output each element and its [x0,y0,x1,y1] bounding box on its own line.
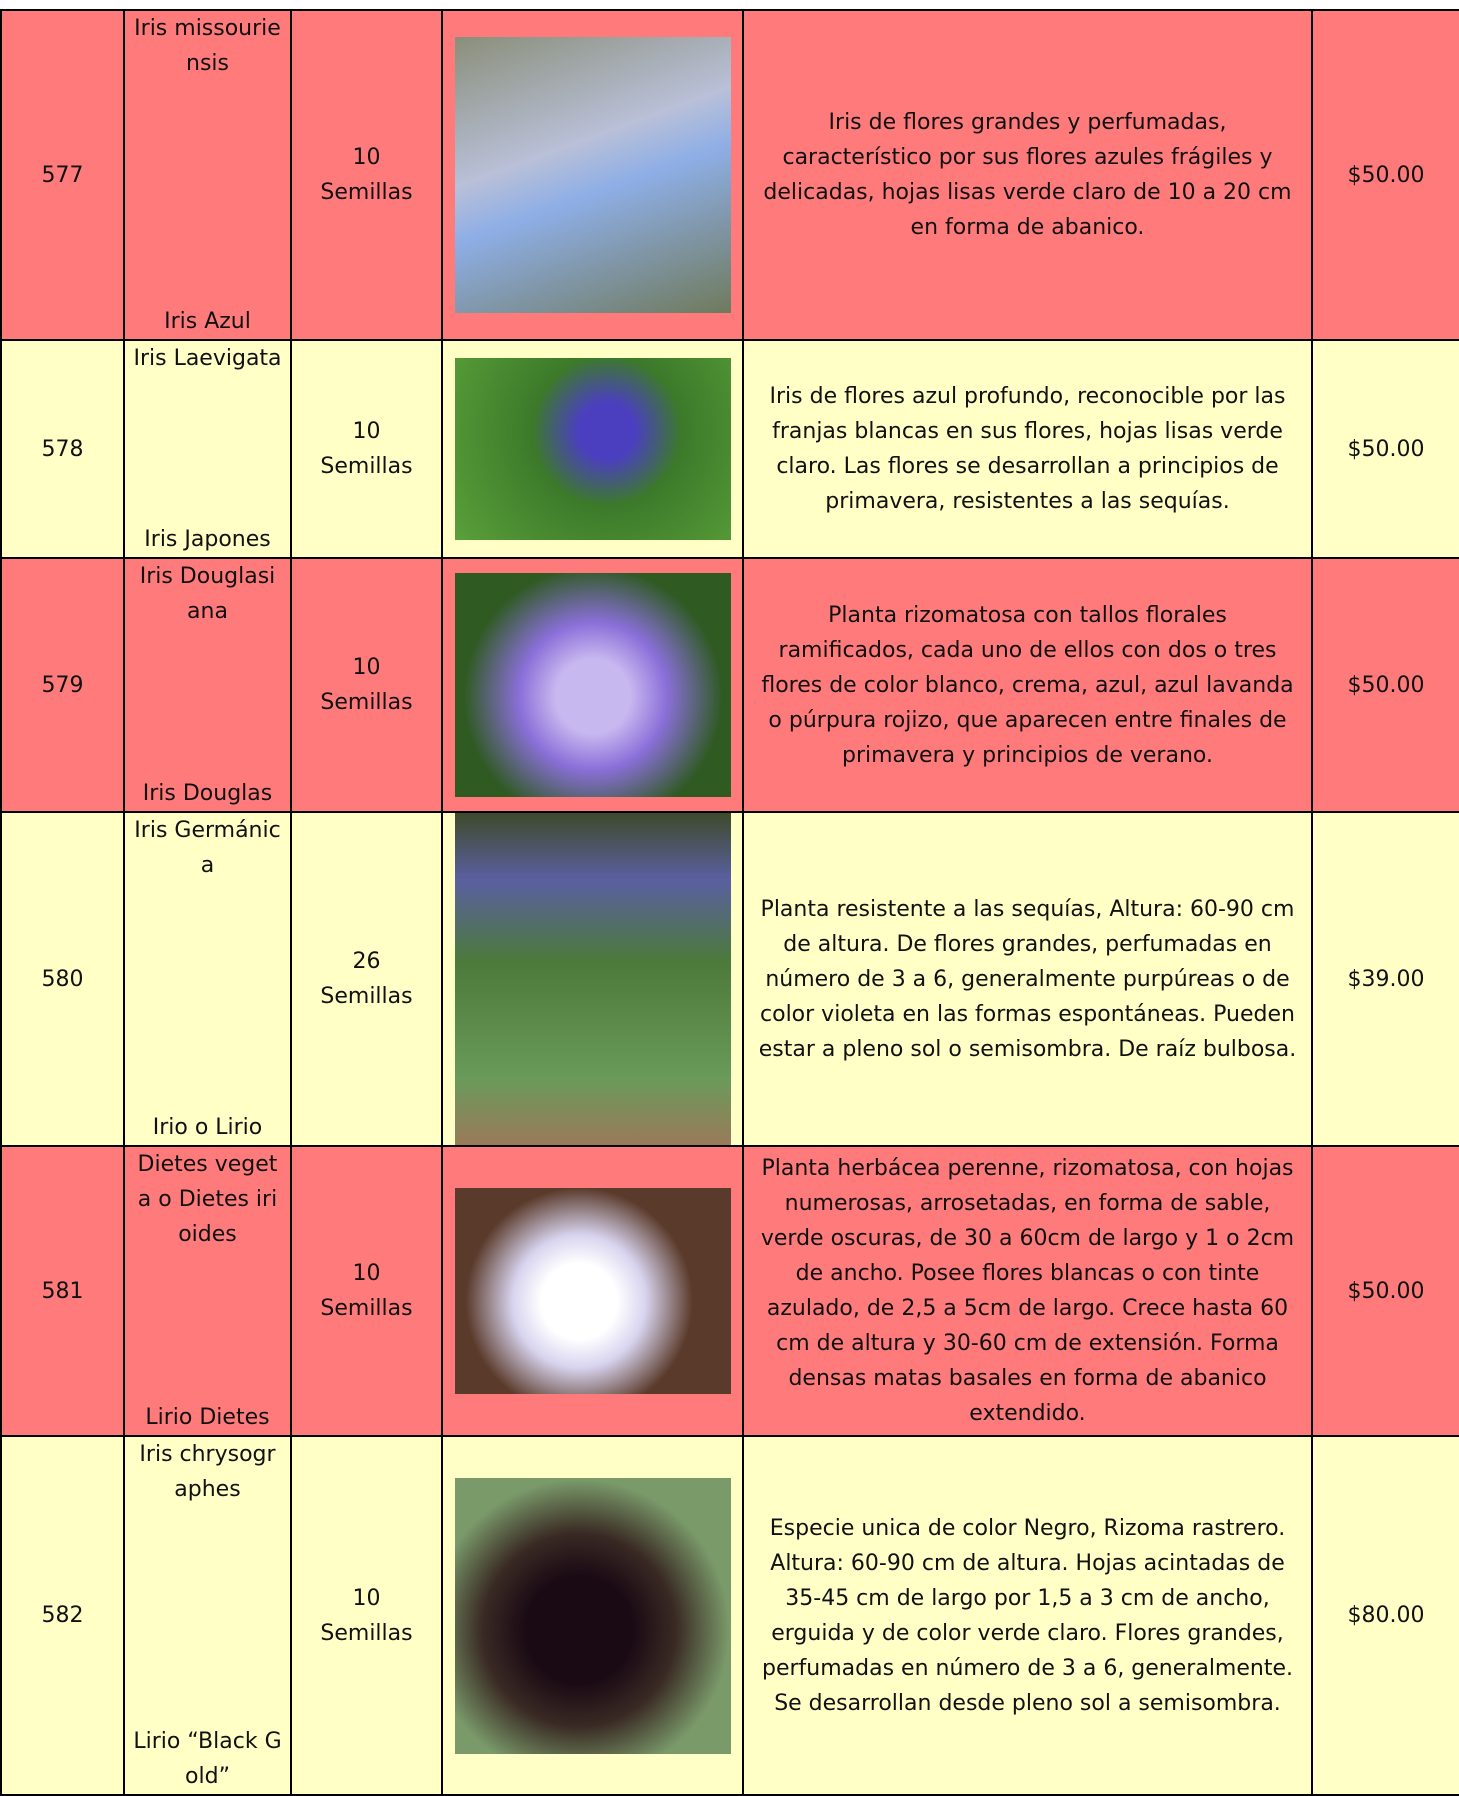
name-box: Dietes vegeta o Dietes irioides Lirio Die… [125,1147,290,1435]
plant-photo [454,358,731,540]
description-cell: Especie unica de color Negro, Rizoma ras… [742,1435,1313,1796]
id: 579 [41,672,84,698]
name-box: Iris chrysographes Lirio “Black Gold” [125,1437,290,1794]
amount: 10 [352,145,381,170]
row: 581 Dietes vegeta o Dietes irioides Lirio … [0,1145,1459,1437]
unit: Semillas [320,180,413,205]
row: 582 Iris chrysographes Lirio “Black Gold” 1… [0,1435,1459,1796]
id-cell: 577 [0,9,125,341]
price: $50.00 [1347,672,1425,698]
image-cell [441,557,744,813]
unit: Semillas [320,1296,413,1321]
name-box: Iris Laevigata Iris Japones [125,341,290,557]
id-cell: 580 [0,811,125,1147]
plant-photo [454,813,731,1145]
unit: Semillas [320,454,413,479]
price-cell: $50.00 [1311,1145,1459,1437]
name-cell: Iris Douglasiana Iris Douglas [123,557,292,813]
price: $50.00 [1347,162,1425,188]
amount: 10 [352,1585,381,1611]
image-cell [441,9,744,341]
price: $50.00 [1347,1278,1425,1304]
amount: 10 [352,655,381,680]
price-cell: $80.00 [1311,1435,1459,1796]
id-cell: 581 [0,1145,125,1437]
name-cell: Dietes vegeta o Dietes irioides Lirio Die… [123,1145,292,1437]
quantity-cell: 10 Semillas [290,339,443,559]
common-name: Lirio “Black Gold” [133,1729,282,1789]
image-cell [441,339,744,559]
image-cell [441,1145,744,1437]
name-box: Iris missouriensis Iris Azul [125,11,290,339]
quantity-cell: 10 Semillas [290,1145,443,1437]
price: $39.00 [1347,966,1425,992]
description: Planta herbácea perenne, rizomatosa, con… [760,1156,1295,1426]
name-cell: Iris Germánica Irio o Lirio [123,811,292,1147]
description: Planta rizomatosa con tallos florales ra… [761,602,1294,768]
image-cell [441,811,744,1147]
unit: Semillas [320,1620,413,1646]
id: 581 [41,1278,84,1304]
scientific-name: Iris Laevigata [133,346,282,371]
amount: 26 [352,949,381,974]
description: Iris de flores grandes y perfumadas, car… [763,110,1292,240]
description-cell: Planta rizomatosa con tallos florales ra… [742,557,1313,813]
scientific-name: Iris Douglasiana [139,564,276,624]
description-cell: Planta herbácea perenne, rizomatosa, con… [742,1145,1313,1437]
plant-photo [454,1188,731,1394]
description: Iris de flores azul profundo, reconocibl… [769,384,1286,514]
name-box: Iris Douglasiana Iris Douglas [125,559,290,811]
row: 579 Iris Douglasiana Iris Douglas 10 Semilla… [0,557,1459,813]
id: 577 [41,162,84,188]
price: $50.00 [1347,436,1425,462]
price-cell: $50.00 [1311,339,1459,559]
id: 580 [41,966,84,992]
price-cell: $39.00 [1311,811,1459,1147]
price: $80.00 [1347,1603,1425,1628]
name-cell: Iris chrysographes Lirio “Black Gold” [123,1435,292,1796]
quantity-cell: 10 Semillas [290,557,443,813]
amount: 10 [352,419,381,444]
scientific-name: Iris Germánica [134,818,281,878]
plant-photo [454,1477,731,1754]
id: 578 [41,436,84,462]
common-name: Iris Azul [164,309,251,334]
quantity-cell: 10 Semillas [290,9,443,341]
quantity-cell: 26 Semillas [290,811,443,1147]
price-cell: $50.00 [1311,557,1459,813]
row: 578 Iris Laevigata Iris Japones 10 Semillas I… [0,339,1459,559]
plant-photo [454,37,731,313]
common-name: Irio o Lirio [152,1115,263,1140]
unit: Semillas [320,984,413,1009]
description-cell: Planta resistente a las sequías, Altura:… [742,811,1313,1147]
common-name: Lirio Dietes [145,1405,270,1430]
row: 577 Iris missouriensis Iris Azul 10 Semillas… [0,9,1459,341]
description: Especie unica de color Negro, Rizoma ras… [761,1515,1293,1716]
name-cell: Iris Laevigata Iris Japones [123,339,292,559]
description-cell: Iris de flores grandes y perfumadas, car… [742,9,1313,341]
plant-photo [454,573,731,797]
scientific-name: Dietes vegeta o Dietes irioides [137,1152,278,1247]
description: Planta resistente a las sequías, Altura:… [758,896,1297,1062]
name-cell: Iris missouriensis Iris Azul [123,9,292,341]
unit: Semillas [320,690,413,715]
amount: 10 [352,1261,381,1286]
id-cell: 578 [0,339,125,559]
row: 580 Iris Germánica Irio o Lirio 26 Semillas P… [0,811,1459,1147]
id-cell: 582 [0,1435,125,1796]
image-cell [441,1435,744,1796]
price-cell: $50.00 [1311,9,1459,341]
id-cell: 579 [0,557,125,813]
scientific-name: Iris chrysographes [139,1442,276,1502]
catalog-table: 577 Iris missouriensis Iris Azul 10 Semillas… [0,9,1459,1796]
scientific-name: Iris missouriensis [134,16,281,76]
description-cell: Iris de flores azul profundo, reconocibl… [742,339,1313,559]
name-box: Iris Germánica Irio o Lirio [125,813,290,1145]
common-name: Iris Japones [144,527,271,552]
common-name: Iris Douglas [142,781,273,806]
quantity-cell: 10 Semillas [290,1435,443,1796]
id: 582 [41,1603,84,1628]
